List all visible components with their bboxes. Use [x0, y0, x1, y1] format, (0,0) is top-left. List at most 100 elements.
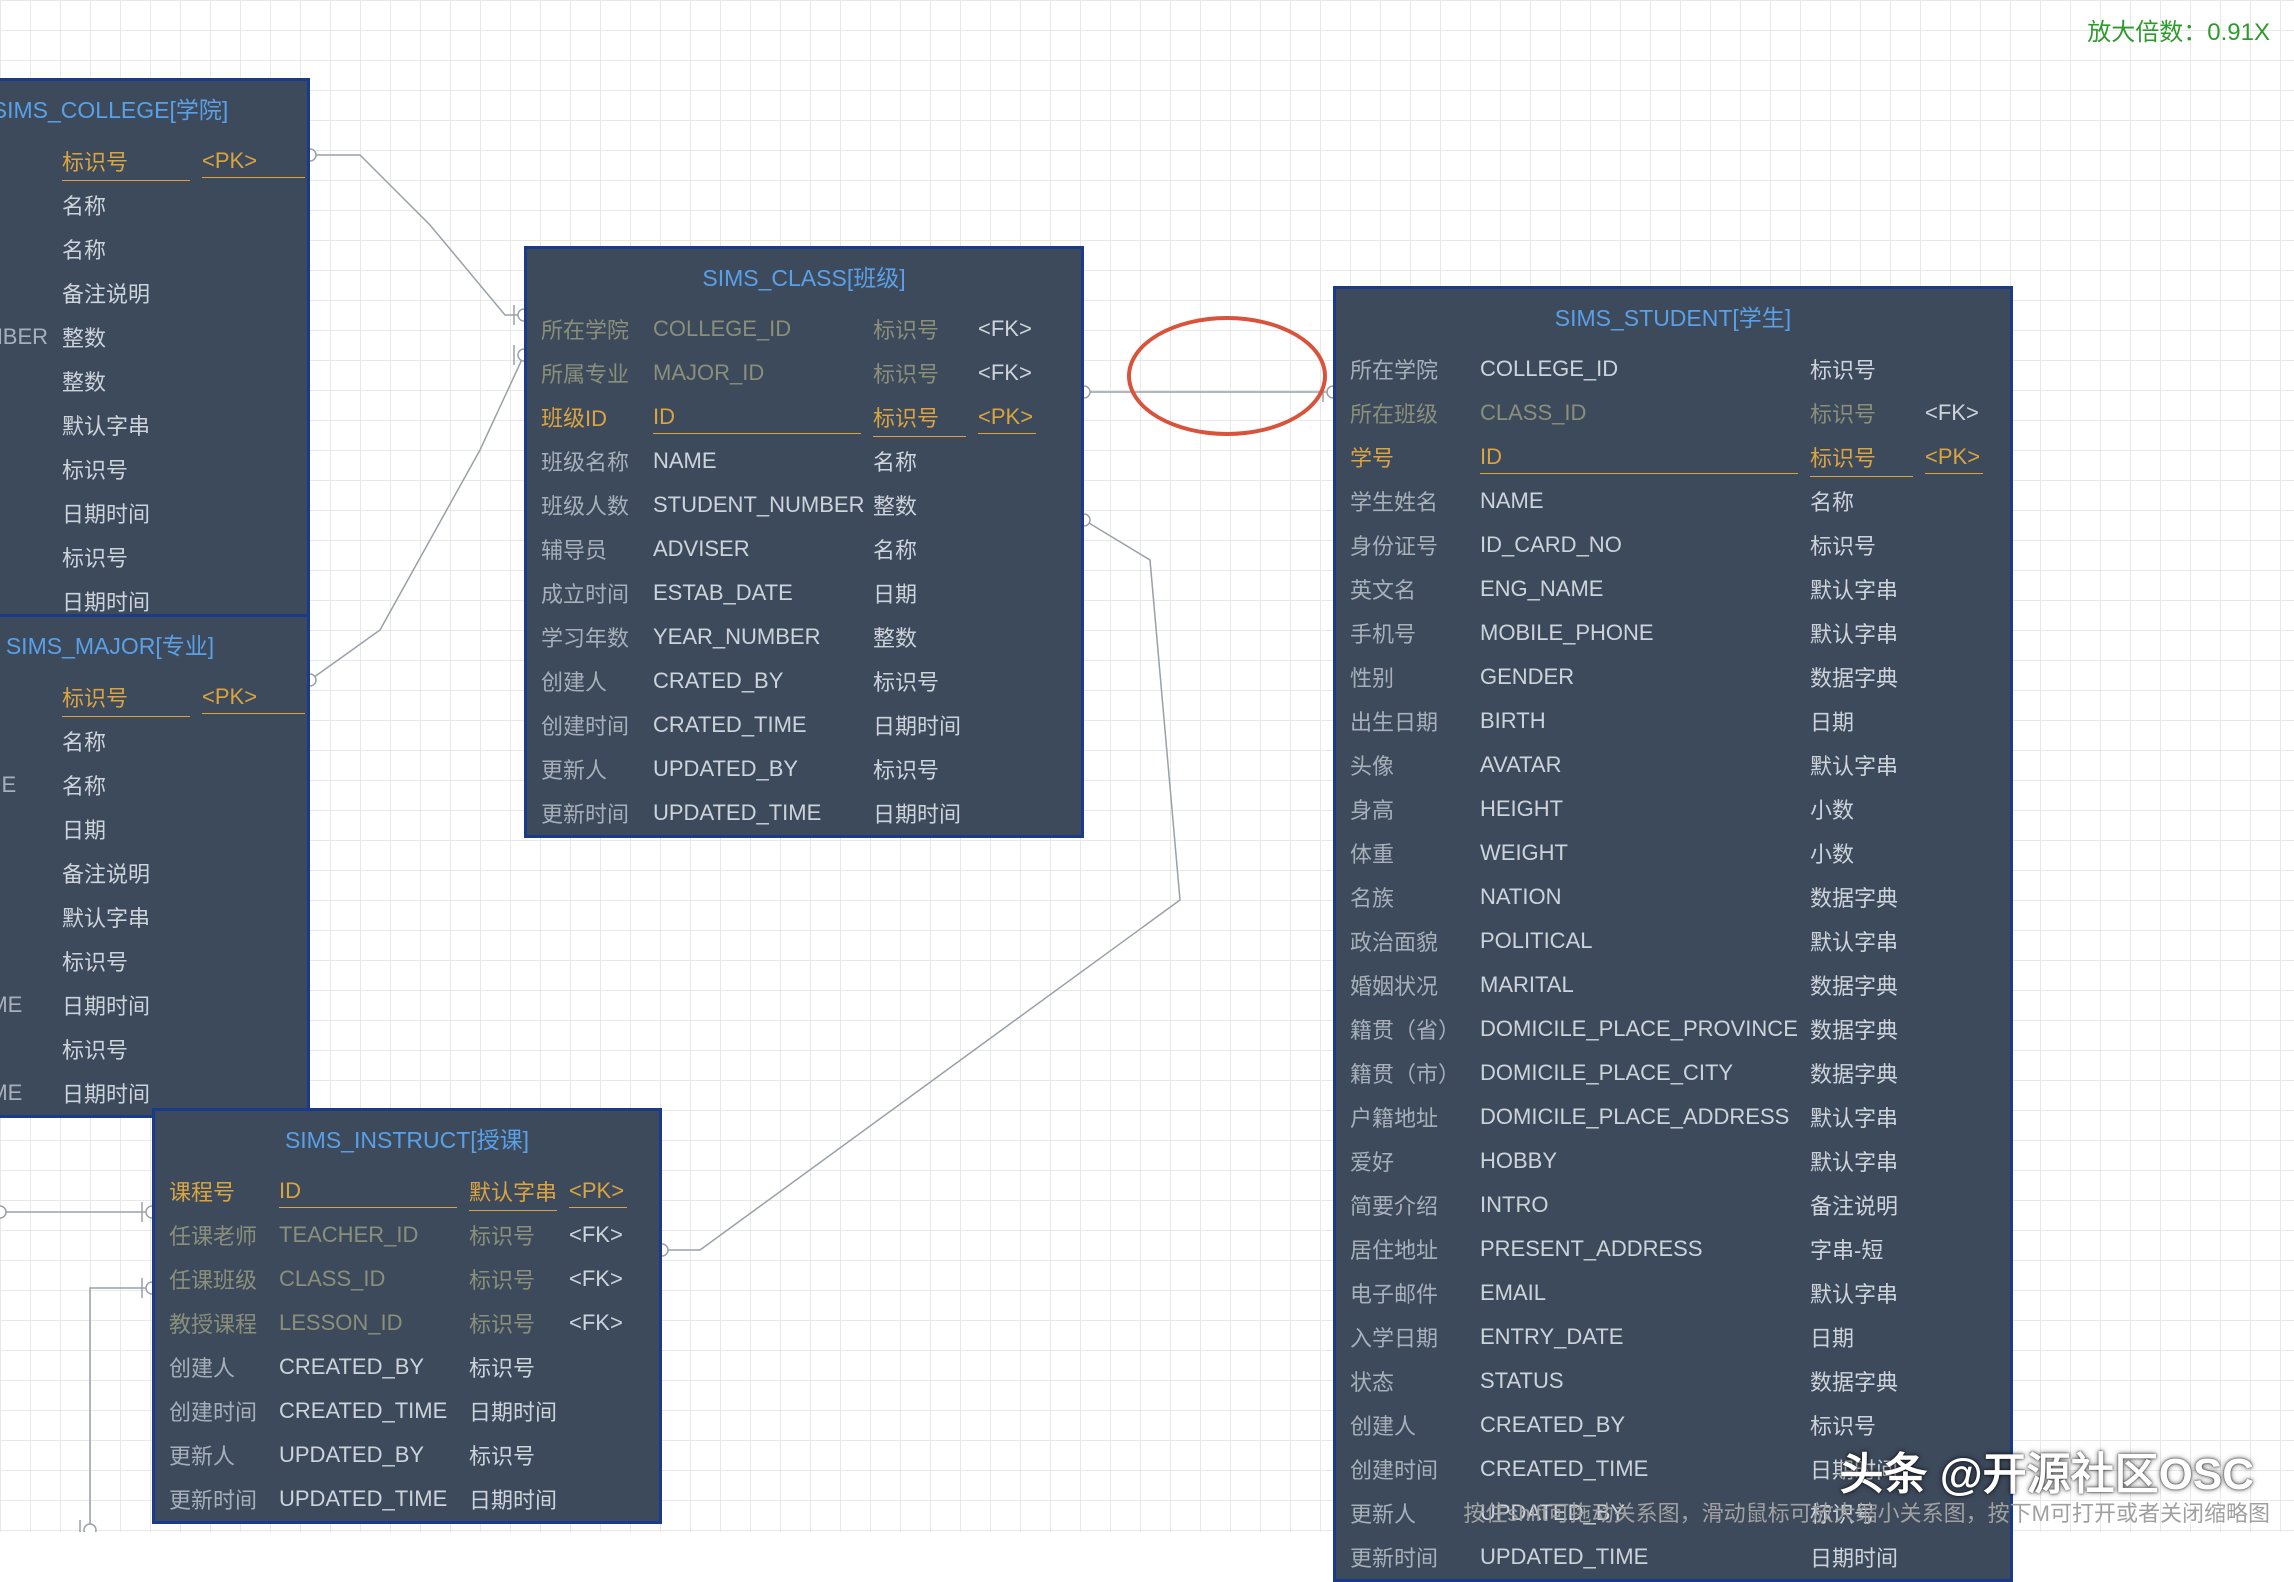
- er-table-instruct[interactable]: SIMS_INSTRUCT[授课]课程号ID默认字串<PK>任课老师TEACHE…: [152, 1108, 662, 1524]
- er-cell: 辅导员: [541, 533, 653, 565]
- er-cell: ESTAB_DATE: [653, 580, 873, 606]
- er-cell: 名称: [62, 769, 202, 801]
- er-cell: 标识号: [1810, 353, 1925, 385]
- er-cell: 名称: [62, 189, 202, 221]
- er-column-row: 教授课程LESSON_ID标识号<FK>: [155, 1301, 659, 1345]
- er-cell: 身高: [1350, 793, 1480, 825]
- er-column-row: 电子邮件EMAIL默认字串: [1336, 1271, 2010, 1315]
- er-column-row: ED_BY标识号: [0, 939, 307, 983]
- er-cell: 标识号: [62, 145, 202, 177]
- er-cell: <FK>: [978, 316, 1048, 342]
- er-cell: 任课老师: [169, 1219, 279, 1251]
- er-cell: CLASS_ID: [1480, 400, 1810, 426]
- er-column-row: 爱好HOBBY默认字串: [1336, 1139, 2010, 1183]
- er-cell: 创建人: [1350, 1409, 1480, 1441]
- er-column-row: 头像AVATAR默认字串: [1336, 743, 2010, 787]
- er-column-row: 籍贯（省）DOMICILE_PLACE_PROVINCE数据字典: [1336, 1007, 2010, 1051]
- er-cell: 名称: [1810, 485, 1925, 517]
- er-column-row: 名称: [0, 227, 307, 271]
- er-cell: 标识号: [62, 945, 202, 977]
- er-cell: CREATED_TIME: [1480, 1456, 1810, 1482]
- er-cell: 体重: [1350, 837, 1480, 869]
- er-cell: 数据字典: [1810, 881, 1925, 913]
- er-cell: INTRO: [1480, 1192, 1810, 1218]
- er-cell: 标识号: [62, 453, 202, 485]
- er-cell: ID: [279, 1178, 469, 1204]
- er-column-row: ED_TIME日期时间: [0, 983, 307, 1027]
- er-cell: 更新时间: [1350, 1541, 1480, 1573]
- er-column-row: 标识号<PK>: [0, 139, 307, 183]
- er-cell: BIRTH: [1480, 708, 1810, 734]
- er-column-row: 学生姓名NAME名称: [1336, 479, 2010, 523]
- er-column-row: 更新人UPDATED_BY标识号: [527, 747, 1081, 791]
- er-column-row: 体重WEIGHT小数: [1336, 831, 2010, 875]
- er-cell: DOMICILE_PLACE_PROVINCE: [1480, 1016, 1810, 1042]
- er-cell: 创建人: [541, 665, 653, 697]
- er-cell: 默认字串: [1810, 1145, 1925, 1177]
- er-table-college[interactable]: SIMS_COLLEGE[学院]标识号<PK>名称名称备注说明T_NUMBER整…: [0, 78, 310, 626]
- er-column-row: 创建时间CREATED_TIME日期时间: [155, 1389, 659, 1433]
- er-cell: 整数: [62, 321, 202, 353]
- er-cell: 标识号: [469, 1351, 569, 1383]
- er-column-row: _DATE日期: [0, 807, 307, 851]
- er-cell: 小数: [1810, 837, 1925, 869]
- er-cell: 创建人: [169, 1351, 279, 1383]
- er-cell: 默认字串: [1810, 1277, 1925, 1309]
- er-column-row: 创建人CRATED_BY标识号: [527, 659, 1081, 703]
- er-cell: 户籍地址: [1350, 1101, 1480, 1133]
- er-cell: ID: [653, 404, 873, 430]
- er-cell: NAME: [653, 448, 873, 474]
- er-cell: 整数: [873, 489, 978, 521]
- er-cell: ED_TIME: [0, 992, 62, 1018]
- er-column-row: 更新时间UPDATED_TIME日期时间: [1336, 1535, 2010, 1579]
- er-cell: 英文名: [1350, 573, 1480, 605]
- er-cell: 出生日期: [1350, 705, 1480, 737]
- er-cell: 日期时间: [62, 585, 202, 617]
- er-column-row: 所属专业MAJOR_ID标识号<FK>: [527, 351, 1081, 395]
- er-cell: <FK>: [978, 360, 1048, 386]
- er-column-row: 状态STATUS数据字典: [1336, 1359, 2010, 1403]
- er-cell: 标识号: [469, 1219, 569, 1251]
- er-cell: 数据字典: [1810, 1057, 1925, 1089]
- er-column-row: 性别GENDER数据字典: [1336, 655, 2010, 699]
- er-cell: 标识号: [873, 357, 978, 389]
- er-cell: 简要介绍: [1350, 1189, 1480, 1221]
- er-table-student[interactable]: SIMS_STUDENT[学生]所在学院COLLEGE_ID标识号所在班级CLA…: [1333, 286, 2013, 1582]
- er-cell: HEIGHT: [1480, 796, 1810, 822]
- er-cell: STUDENT_NUMBER: [653, 492, 873, 518]
- er-column-row: 所在班级CLASS_ID标识号<FK>: [1336, 391, 2010, 435]
- er-cell: 学习年数: [541, 621, 653, 653]
- er-column-row: 标识号: [0, 447, 307, 491]
- er-column-row: 课程号ID默认字串<PK>: [155, 1169, 659, 1213]
- er-cell: 名称: [873, 533, 978, 565]
- er-cell: GENDER: [1480, 664, 1810, 690]
- er-cell: 日期时间: [469, 1483, 569, 1515]
- er-cell: 婚姻状况: [1350, 969, 1480, 1001]
- er-table-class[interactable]: SIMS_CLASS[班级]所在学院COLLEGE_ID标识号<FK>所属专业M…: [524, 246, 1084, 838]
- er-cell: UPDATED_BY: [653, 756, 873, 782]
- er-cell: ED_BY: [0, 948, 62, 974]
- er-cell: ENG_NAME: [1480, 576, 1810, 602]
- er-table-major[interactable]: SIMS_MAJOR[专业]标识号<PK>名称T_NAME名称_DATE日期备注…: [0, 614, 310, 1118]
- er-column-row: 所在学院COLLEGE_ID标识号<FK>: [527, 307, 1081, 351]
- er-cell: 头像: [1350, 749, 1480, 781]
- er-table-title: SIMS_INSTRUCT[授课]: [155, 1111, 659, 1169]
- er-cell: 名称: [62, 725, 202, 757]
- er-cell: TEACHER_ID: [279, 1222, 469, 1248]
- er-cell: 名族: [1350, 881, 1480, 913]
- er-cell: <PK>: [569, 1178, 639, 1204]
- er-cell: 日期: [1810, 705, 1925, 737]
- er-cell: <FK>: [569, 1266, 639, 1292]
- er-cell: CRATED_TIME: [653, 712, 873, 738]
- er-column-row: 出生日期BIRTH日期: [1336, 699, 2010, 743]
- er-cell: 更新人: [169, 1439, 279, 1471]
- er-cell: ED_TIME: [0, 1080, 62, 1106]
- er-column-row: 户籍地址DOMICILE_PLACE_ADDRESS默认字串: [1336, 1095, 2010, 1139]
- er-cell: 默认字串: [1810, 1101, 1925, 1133]
- er-cell: 默认字串: [1810, 749, 1925, 781]
- er-cell: IE: [0, 588, 62, 614]
- er-cell: CRATED_BY: [653, 668, 873, 694]
- er-column-row: 任课老师TEACHER_ID标识号<FK>: [155, 1213, 659, 1257]
- er-cell: 数据字典: [1810, 661, 1925, 693]
- er-cell: 标识号: [1810, 397, 1925, 429]
